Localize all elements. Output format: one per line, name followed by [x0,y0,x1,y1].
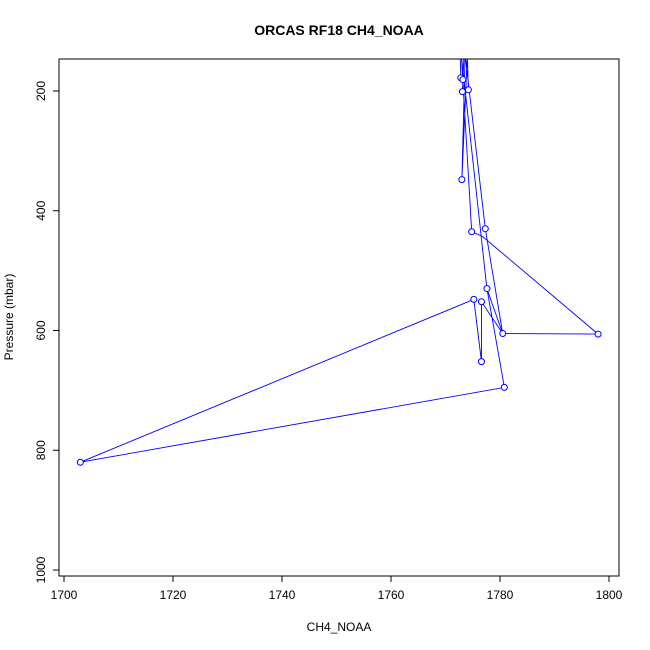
x-tick-label: 1720 [160,588,187,602]
x-axis-label: CH4_NOAA [307,620,372,634]
data-point [594,330,602,338]
x-tick-label: 1780 [487,588,514,602]
x-tick-label: 1760 [378,588,405,602]
y-tick-label: 800 [34,440,48,460]
data-point [500,383,508,391]
data-point [458,88,466,96]
data-point [459,76,467,84]
y-tick-label: 400 [34,200,48,220]
data-point [76,458,84,466]
x-axis: 1700 1720 1740 1760 1780 1800 [51,575,623,602]
y-tick-label: 1000 [34,556,48,583]
x-tick-label: 1740 [269,588,296,602]
y-axis-label: Pressure (mbar) [2,274,16,361]
x-tick-label: 1700 [51,588,78,602]
data-point [499,329,507,337]
series-layer [76,59,602,466]
data-point [468,228,476,236]
data-point [483,285,491,293]
y-axis: 200 400 600 800 1000 [34,81,60,583]
y-tick-label: 200 [34,81,48,101]
data-point [477,298,485,306]
x-tick-label: 1800 [596,588,623,602]
data-point [470,295,478,303]
data-point [464,86,472,94]
chart-title: ORCAS RF18 CH4_NOAA [254,22,424,38]
data-point [481,225,489,233]
y-tick-label: 600 [34,320,48,340]
data-point [458,176,466,184]
data-point [477,358,485,366]
